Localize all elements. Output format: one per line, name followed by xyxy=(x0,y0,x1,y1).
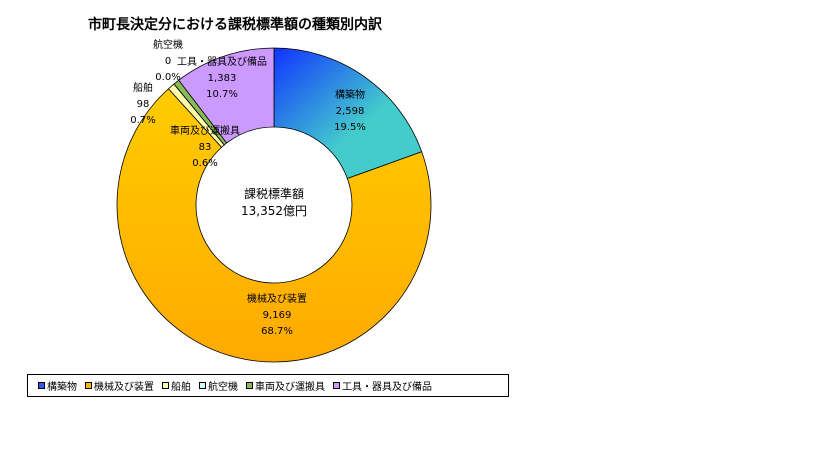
percent-label: 0.7% xyxy=(130,115,156,126)
legend-item: 工具・器具及び備品 xyxy=(333,378,432,393)
donut-segment xyxy=(273,47,423,180)
center-text: 課税標準額 13,352億円 xyxy=(204,186,344,220)
legend-label: 工具・器具及び備品 xyxy=(342,382,432,393)
data-label: 機械及び装置 9,169 68.7% xyxy=(217,292,337,340)
center-label: 課税標準額 xyxy=(243,187,304,201)
legend-swatch xyxy=(85,382,92,389)
data-label: 船舶 98 0.7% xyxy=(123,81,163,129)
value-label: 9,169 xyxy=(262,310,292,321)
value-label: 0 xyxy=(164,56,172,67)
legend-swatch xyxy=(162,382,169,389)
legend-item: 構築物 xyxy=(38,378,77,393)
legend-item: 航空機 xyxy=(199,378,238,393)
percent-label: 0.6% xyxy=(192,158,218,169)
percent-label: 68.7% xyxy=(261,326,293,337)
data-label: 航空機 0 0.0% xyxy=(143,38,193,86)
chart-title: 市町長決定分における課税標準額の種類別内訳 xyxy=(88,17,382,33)
category-label: 航空機 xyxy=(153,40,183,51)
center-total: 13,352億円 xyxy=(241,204,307,218)
category-label: 船舶 xyxy=(133,83,153,94)
data-label: 車両及び運搬具 83 0.6% xyxy=(150,124,260,172)
legend-label: 機械及び装置 xyxy=(94,382,154,393)
legend-swatch xyxy=(199,382,206,389)
category-label: 構築物 xyxy=(335,90,365,101)
legend-swatch xyxy=(38,382,45,389)
category-label: 機械及び装置 xyxy=(247,294,307,305)
legend-item: 車両及び運搬具 xyxy=(246,378,325,393)
legend: 構築物 機械及び装置 船舶 航空機 車両及び運搬具 工具・器具及び備品 xyxy=(27,374,509,397)
percent-label: 19.5% xyxy=(334,122,366,133)
percent-label: 0.0% xyxy=(155,72,181,83)
value-label: 98 xyxy=(136,99,150,110)
legend-label: 船舶 xyxy=(171,382,191,393)
legend-label: 航空機 xyxy=(208,382,238,393)
percent-label: 10.7% xyxy=(206,89,238,100)
legend-label: 構築物 xyxy=(47,382,77,393)
legend-swatch xyxy=(333,382,340,389)
data-label: 工具・器具及び備品 1,383 10.7% xyxy=(172,55,272,103)
legend-swatch xyxy=(246,382,253,389)
donut-segment xyxy=(178,47,275,144)
category-label: 工具・器具及び備品 xyxy=(177,57,267,68)
value-label: 83 xyxy=(198,142,212,153)
legend-item: 船舶 xyxy=(162,378,191,393)
legend-label: 車両及び運搬具 xyxy=(255,382,325,393)
value-label: 1,383 xyxy=(207,73,237,84)
category-label: 車両及び運搬具 xyxy=(170,126,240,137)
donut-segment xyxy=(116,88,432,363)
value-label: 2,598 xyxy=(335,106,365,117)
legend-item: 機械及び装置 xyxy=(85,378,154,393)
data-label: 構築物 2,598 19.5% xyxy=(320,88,380,136)
